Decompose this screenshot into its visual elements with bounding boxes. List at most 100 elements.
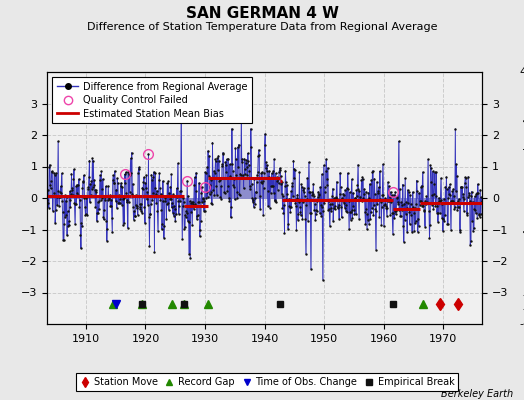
Point — [53, 188, 62, 194]
Point — [218, 163, 226, 169]
Point — [434, 218, 442, 225]
Point — [380, 202, 388, 208]
Point — [333, 205, 342, 211]
Point — [375, 184, 383, 190]
Point — [231, 196, 239, 203]
Point — [408, 229, 416, 235]
Point — [278, 178, 286, 185]
Point — [369, 212, 377, 219]
Point — [425, 235, 434, 242]
Point — [162, 216, 170, 222]
Point — [468, 198, 477, 205]
Point — [377, 199, 385, 205]
Point — [118, 196, 127, 202]
Point — [256, 179, 265, 185]
Point — [433, 209, 441, 216]
Point — [233, 195, 242, 201]
Point — [291, 200, 300, 206]
Point — [361, 221, 369, 227]
Point — [66, 188, 74, 194]
Point — [319, 208, 328, 215]
Point — [379, 192, 387, 198]
Point — [112, 186, 121, 193]
Point — [384, 198, 392, 205]
Point — [43, 186, 52, 193]
Point — [241, 171, 249, 178]
Point — [350, 202, 358, 209]
Point — [218, 160, 226, 167]
Point — [409, 209, 418, 216]
Point — [151, 190, 160, 197]
Point — [107, 196, 115, 203]
Point — [84, 186, 92, 192]
Point — [221, 190, 229, 196]
Point — [67, 170, 75, 177]
Point — [436, 175, 445, 181]
Point — [311, 201, 319, 208]
Point — [426, 162, 434, 168]
Point — [281, 183, 289, 190]
Point — [473, 190, 481, 196]
Point — [74, 191, 82, 198]
Point — [177, 187, 185, 194]
Point — [392, 195, 401, 202]
Point — [433, 202, 442, 209]
Point — [440, 195, 448, 202]
Point — [477, 194, 485, 200]
Point — [199, 208, 208, 214]
Point — [44, 200, 52, 206]
Point — [421, 223, 429, 230]
Point — [395, 138, 403, 144]
Point — [208, 201, 216, 208]
Point — [405, 189, 413, 196]
Point — [123, 197, 132, 203]
Point — [423, 199, 432, 205]
Point — [384, 179, 392, 185]
Point — [473, 215, 482, 222]
Point — [113, 205, 121, 211]
Point — [457, 184, 465, 190]
Point — [392, 208, 400, 214]
Point — [372, 208, 380, 214]
Point — [424, 156, 432, 163]
Point — [183, 178, 191, 184]
Point — [178, 193, 186, 200]
Point — [425, 208, 433, 214]
Point — [464, 173, 472, 180]
Point — [252, 189, 260, 195]
Point — [441, 212, 449, 218]
Point — [447, 198, 456, 204]
Point — [347, 209, 355, 216]
Point — [343, 209, 351, 215]
Point — [96, 196, 105, 203]
Point — [262, 159, 270, 166]
Point — [247, 181, 256, 188]
Point — [183, 218, 192, 224]
Point — [78, 223, 86, 230]
Point — [393, 194, 401, 200]
Point — [370, 190, 379, 197]
Point — [353, 182, 362, 188]
Point — [309, 180, 318, 187]
Point — [151, 185, 159, 192]
Point — [149, 174, 157, 180]
Point — [331, 206, 339, 212]
Point — [453, 207, 462, 213]
Point — [299, 187, 308, 194]
Point — [139, 179, 148, 186]
Point — [366, 216, 375, 222]
Point — [373, 200, 381, 207]
Point — [465, 197, 474, 204]
Point — [288, 180, 297, 186]
Point — [168, 200, 177, 206]
Point — [391, 189, 399, 195]
Point — [237, 109, 245, 115]
Point — [191, 200, 199, 207]
Point — [136, 204, 145, 210]
Point — [109, 172, 117, 178]
Point — [334, 204, 342, 210]
Point — [227, 203, 236, 210]
Point — [103, 226, 112, 232]
Point — [230, 184, 238, 191]
Point — [299, 199, 307, 205]
